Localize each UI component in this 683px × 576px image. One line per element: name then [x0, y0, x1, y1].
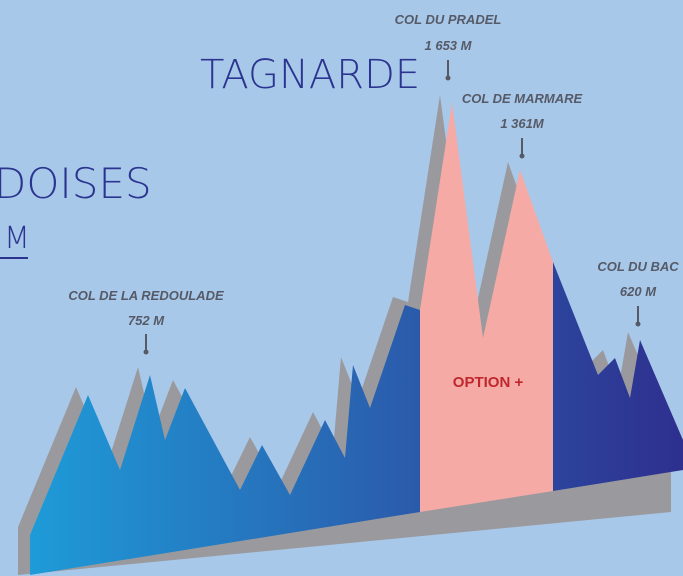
pointer-dot: [636, 322, 641, 327]
peak-altitude: 1 361M: [500, 116, 545, 131]
peak-altitude: 620 M: [620, 284, 657, 299]
title-line: TAGNARDE: [200, 52, 420, 98]
peak-name: COL DE LA REDOULADE: [68, 288, 224, 303]
pointer-dot: [144, 350, 149, 355]
title-line: M: [4, 221, 30, 256]
title-line: DOISES: [0, 159, 152, 208]
page: TAGNARDE DOISES M OPTION + COL DE LA RED…: [0, 0, 683, 576]
peak-altitude: 752 M: [128, 313, 165, 328]
peak-name: COL DE MARMARE: [462, 91, 583, 106]
option-label: OPTION +: [453, 374, 524, 391]
peak-altitude: 1 653 M: [425, 38, 473, 53]
pointer-dot: [520, 154, 525, 159]
infographic: TAGNARDE DOISES M OPTION + COL DE LA RED…: [0, 0, 683, 576]
pointer-dot: [446, 76, 451, 81]
peak-name: COL DU PRADEL: [395, 12, 502, 27]
peak-name: COL DU BAC: [597, 259, 679, 274]
